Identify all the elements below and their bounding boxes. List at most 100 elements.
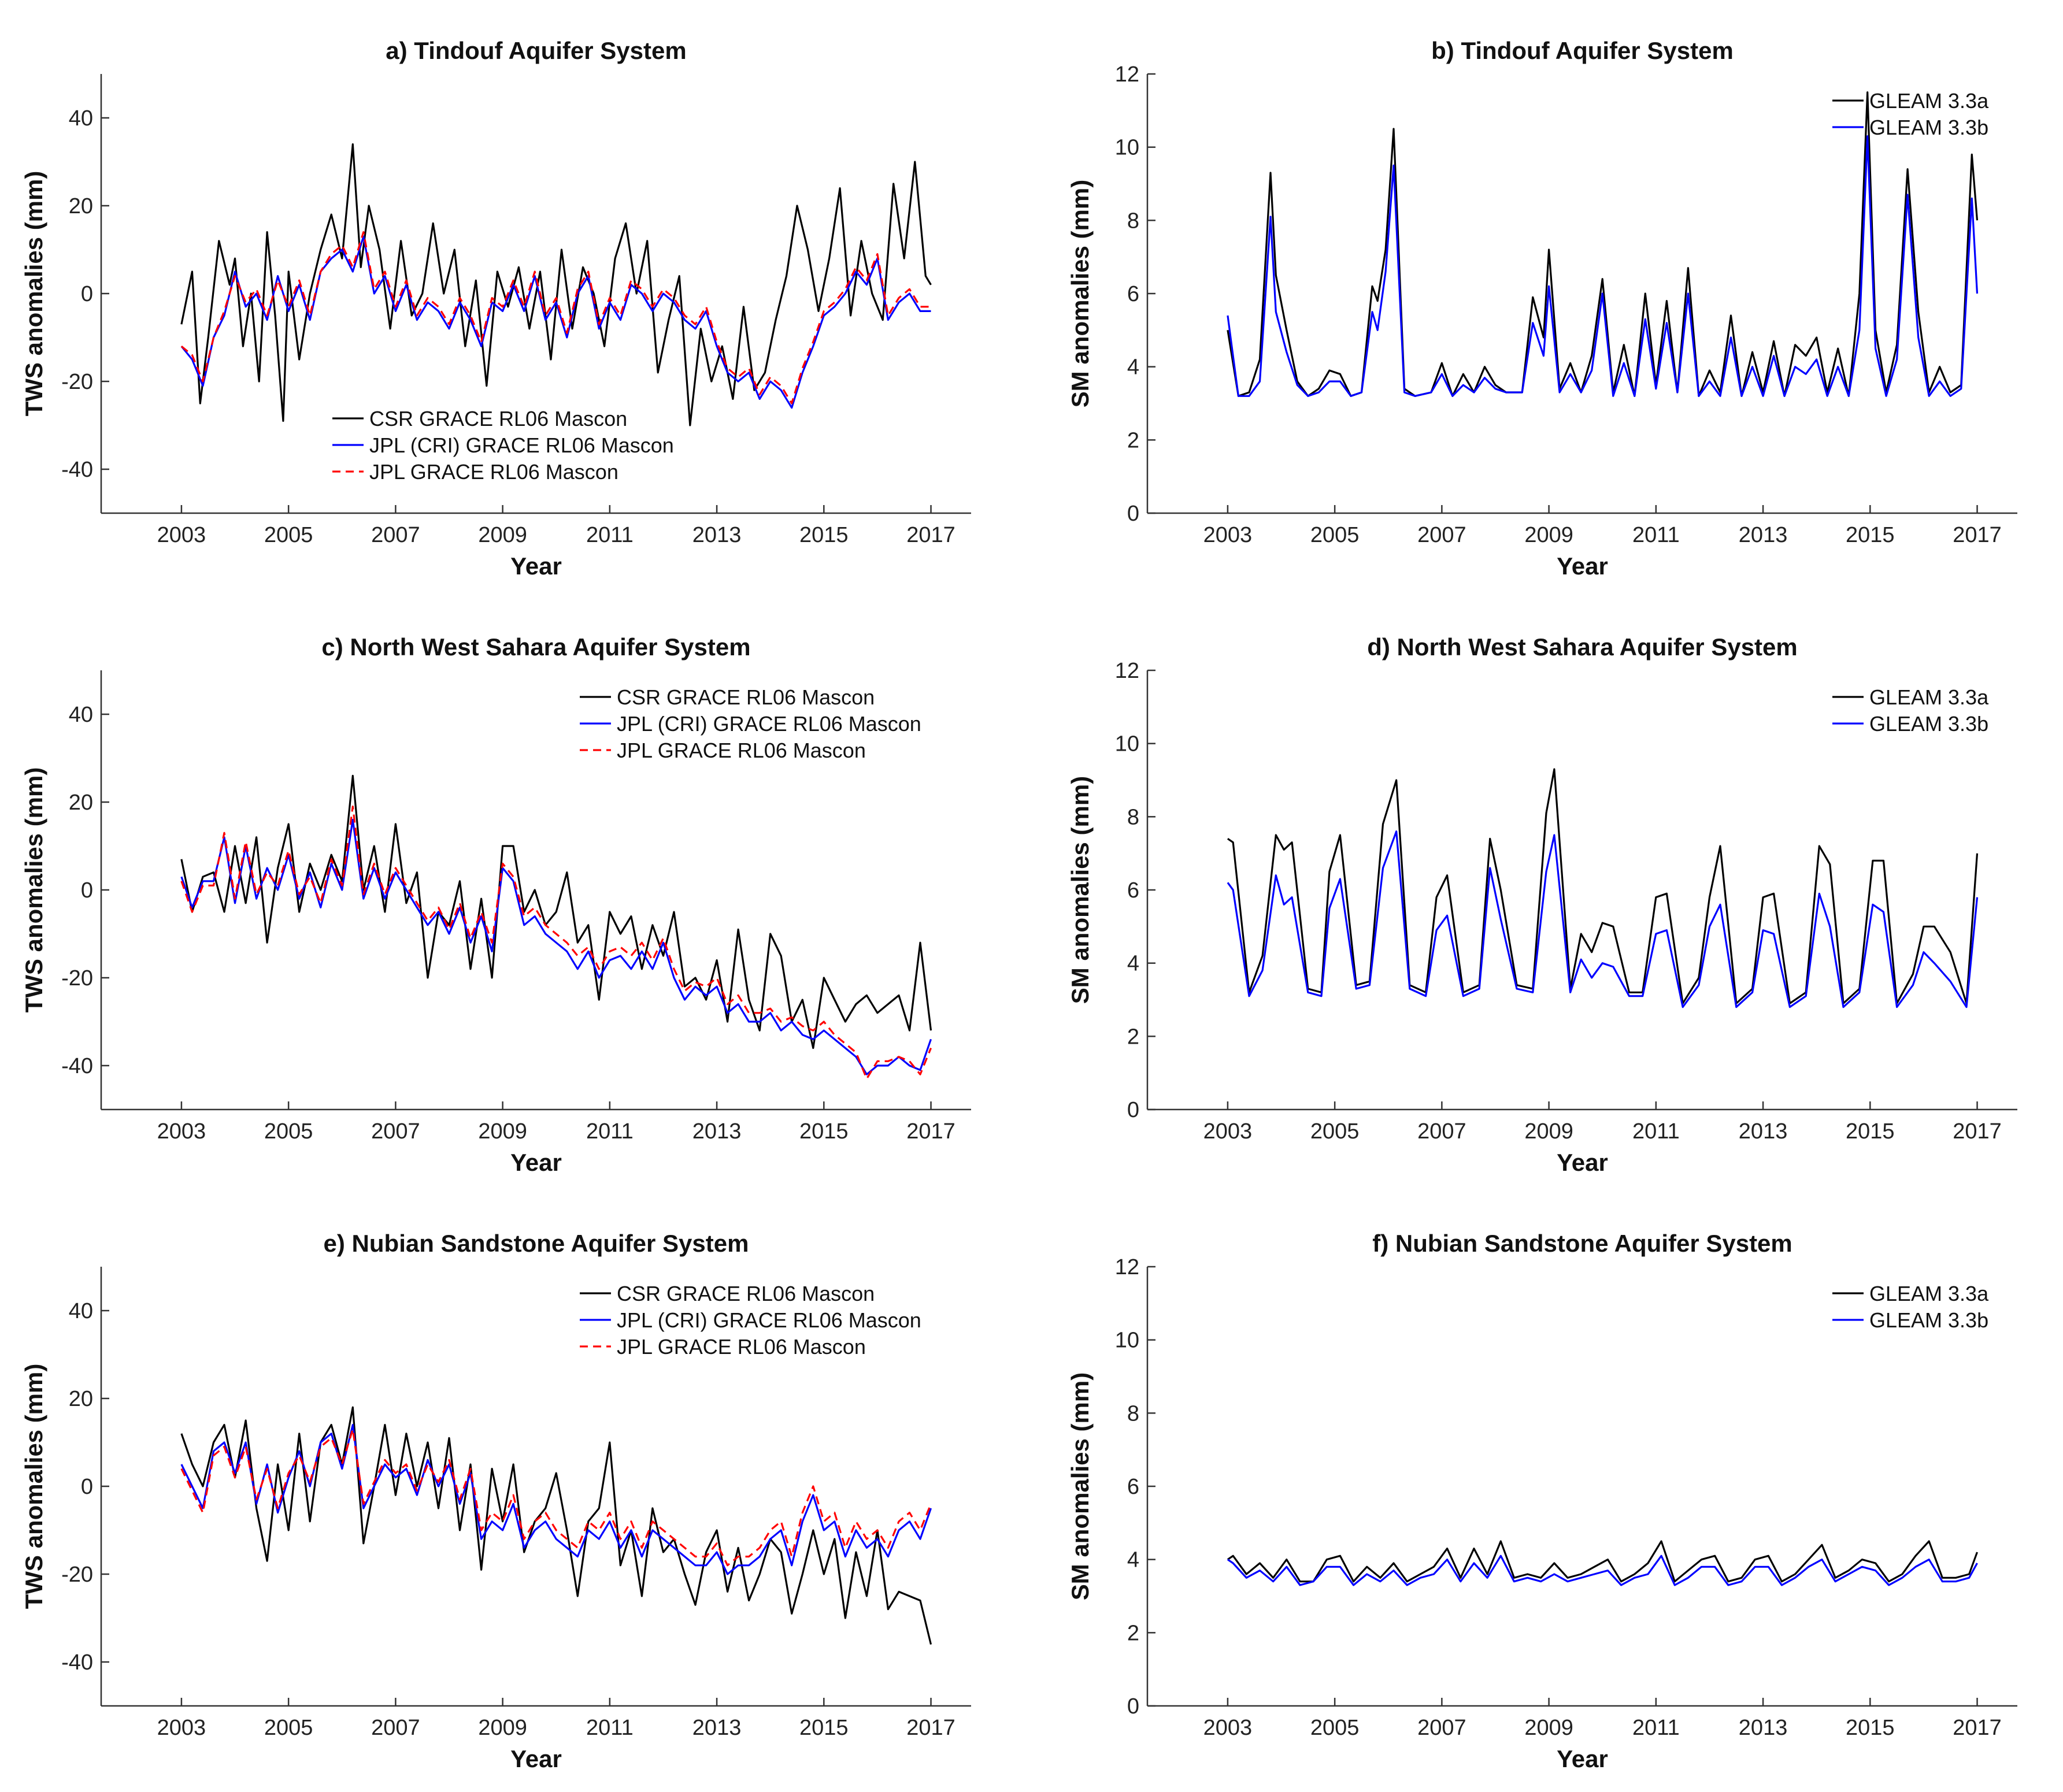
legend-label: GLEAM 3.3a (1869, 685, 1989, 709)
chart-title: a) Tindouf Aquifer System (386, 37, 686, 64)
y-axis-label: SM anomalies (mm) (1066, 1372, 1094, 1600)
y-tick-label: 12 (1115, 62, 1139, 87)
series-line-3 (180, 805, 932, 1080)
x-tick-label: 2007 (1417, 1119, 1466, 1144)
x-axis-label: Year (510, 1745, 562, 1772)
x-tick-label: 2005 (1310, 1716, 1360, 1740)
y-tick-label: 40 (69, 703, 93, 727)
series-line-1 (180, 774, 932, 1049)
y-tick-label: 10 (1115, 732, 1139, 756)
legend-label: JPL (CRI) GRACE RL06 Mascon (369, 433, 674, 457)
x-axis-label: Year (510, 1149, 562, 1176)
y-tick-label: 10 (1115, 1329, 1139, 1353)
series-line-2 (1227, 830, 1979, 1008)
legend-label: CSR GRACE RL06 Mascon (617, 1282, 875, 1305)
x-axis-label: Year (1557, 1745, 1608, 1772)
x-tick-label: 2005 (264, 1716, 313, 1740)
x-tick-label: 2005 (264, 1119, 313, 1144)
y-tick-label: 20 (69, 194, 93, 218)
panel-c: -40 -20 0 20 40 2003 2005 2007 2009 2011 2013 2015 2… (20, 633, 971, 1176)
legend: GLEAM 3.3a GLEAM 3.3b (1832, 89, 1989, 139)
series-line-1 (180, 1406, 932, 1645)
x-tick-label: 2017 (906, 1716, 955, 1740)
y-tick-label: 6 (1127, 1475, 1139, 1499)
legend-label: GLEAM 3.3a (1869, 89, 1989, 113)
x-tick-label: 2003 (157, 523, 206, 547)
x-tick-label: 2011 (586, 1119, 634, 1144)
x-tick-label: 2017 (1953, 1119, 2002, 1144)
x-tick-label: 2007 (1417, 1716, 1466, 1740)
y-tick-label: 12 (1115, 659, 1139, 683)
x-axis-label: Year (510, 552, 562, 580)
x-tick-label: 2011 (1632, 523, 1680, 547)
x-tick-label: 2017 (1953, 1716, 2002, 1740)
y-axis-label: TWS anomalies (mm) (20, 171, 47, 417)
chart-title: e) Nubian Sandstone Aquifer System (324, 1230, 749, 1257)
panel-a: -40 -20 0 20 40 2003 2005 2007 2009 2011 2013 2015 2… (20, 37, 971, 580)
x-tick-label: 2007 (371, 523, 420, 547)
y-axis-label: TWS anomalies (mm) (20, 767, 47, 1013)
x-tick-label: 2007 (371, 1119, 420, 1144)
x-tick-label: 2011 (586, 1716, 634, 1740)
x-tick-label: 2009 (478, 523, 527, 547)
x-tick-label: 2003 (1203, 523, 1253, 547)
x-tick-label: 2005 (264, 523, 313, 547)
y-tick-label: 4 (1127, 1548, 1139, 1572)
y-axis-label: SM anomalies (mm) (1066, 776, 1094, 1004)
y-tick-label: -20 (61, 966, 93, 990)
legend: CSR GRACE RL06 Mascon JPL (CRI) GRACE RL0… (580, 1282, 921, 1359)
x-tick-label: 2015 (1846, 523, 1895, 547)
legend-label: JPL (CRI) GRACE RL06 Mascon (617, 1308, 921, 1332)
y-tick-label: 0 (81, 282, 93, 306)
x-axis-label: Year (1557, 1149, 1608, 1176)
x-tick-label: 2009 (478, 1119, 527, 1144)
legend-label: CSR GRACE RL06 Mascon (369, 407, 627, 431)
y-tick-label: 4 (1127, 355, 1139, 380)
series-line-3 (180, 231, 931, 405)
x-tick-label: 2011 (1632, 1716, 1680, 1740)
legend-label: GLEAM 3.3b (1869, 712, 1988, 736)
y-tick-label: 10 (1115, 136, 1139, 160)
x-tick-label: 2015 (1846, 1716, 1895, 1740)
legend-label: GLEAM 3.3b (1869, 1308, 1988, 1332)
x-tick-label: 2011 (586, 523, 634, 547)
y-tick-label: 2 (1127, 1025, 1139, 1049)
x-tick-label: 2003 (1203, 1716, 1253, 1740)
y-tick-label: 8 (1127, 805, 1139, 829)
x-tick-label: 2003 (157, 1716, 206, 1740)
legend-label: JPL GRACE RL06 Mascon (617, 1335, 866, 1359)
x-tick-label: 2009 (1524, 1716, 1573, 1740)
y-tick-label: 40 (69, 106, 93, 131)
series-line-1 (1227, 768, 1979, 1004)
x-tick-label: 2015 (799, 523, 849, 547)
y-tick-label: 0 (81, 878, 93, 903)
x-tick-label: 2017 (906, 523, 955, 547)
chart-title: d) North West Sahara Aquifer System (1367, 633, 1798, 661)
y-tick-label: 4 (1127, 952, 1139, 976)
legend-label: GLEAM 3.3b (1869, 116, 1988, 139)
series-line-2 (1227, 135, 1979, 397)
y-tick-label: 0 (1127, 1694, 1139, 1719)
series-line-3 (180, 1428, 932, 1567)
x-tick-label: 2013 (1739, 1716, 1788, 1740)
x-tick-label: 2013 (692, 1716, 742, 1740)
legend-label: JPL GRACE RL06 Mascon (617, 739, 866, 762)
series-line-1 (1227, 1540, 1979, 1583)
series-line-2 (180, 235, 931, 409)
y-axis-label: TWS anomalies (mm) (20, 1364, 47, 1609)
x-tick-label: 2005 (1310, 1119, 1360, 1144)
panel-d: 0 2 4 6 8 10 12 2003 2005 2007 2009 2011 2013 2015 201… (1066, 633, 2017, 1176)
y-tick-label: 20 (69, 791, 93, 815)
y-tick-label: 40 (69, 1299, 93, 1323)
panel-e: -40 -20 0 20 40 2003 2005 2007 2009 2011 2013 2015 2… (20, 1230, 971, 1772)
x-tick-label: 2013 (1739, 1119, 1788, 1144)
series-line-1 (1227, 91, 1979, 397)
y-tick-label: 2 (1127, 1621, 1139, 1645)
y-tick-label: -40 (61, 1650, 93, 1675)
chart-title: c) North West Sahara Aquifer System (321, 633, 750, 661)
legend-label: GLEAM 3.3a (1869, 1282, 1989, 1305)
y-tick-label: 20 (69, 1387, 93, 1411)
